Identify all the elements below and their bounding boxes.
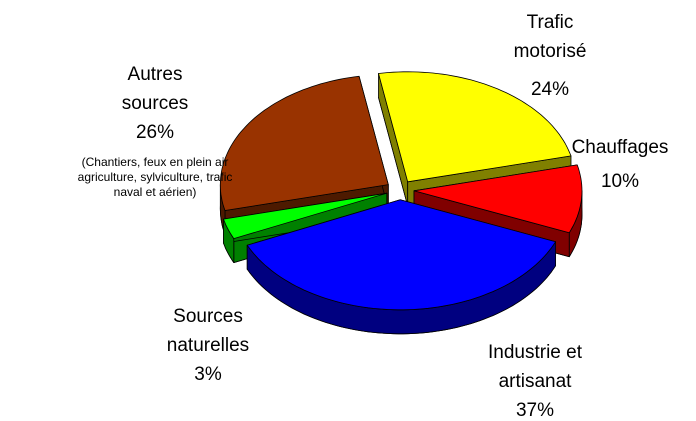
category-label: Chauffages [571,137,669,158]
value-label: 24% [530,79,570,100]
value-label: 37% [515,400,555,421]
slice [246,199,556,311]
value-label: 26% [135,122,175,143]
slice [223,192,388,239]
category-label: Autres sources [121,64,189,114]
category-label: Sources naturelles [166,306,250,356]
value-label: 10% [600,171,640,192]
value-label: 3% [194,364,222,385]
annotation: (Chantiers, feux en plein air agricultur… [77,155,233,199]
slice [219,75,389,211]
slice [413,164,583,234]
category-label: Industrie et artisanat [488,342,582,392]
category-label: Trafic motorisé [513,12,587,62]
slice [378,71,572,183]
